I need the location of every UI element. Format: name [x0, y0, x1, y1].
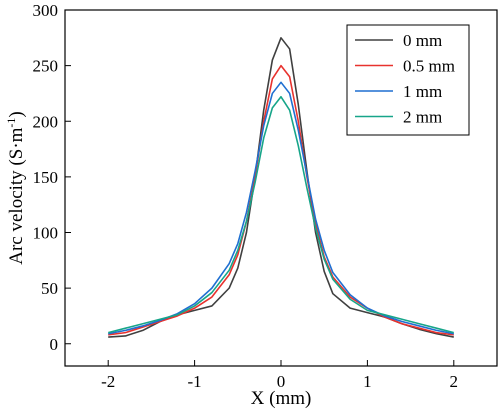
x-tick-label: 2	[450, 372, 459, 391]
legend: 0 mm 0.5 mm 1 mm 2 mm	[346, 24, 470, 136]
legend-label-1: 0.5 mm	[403, 57, 455, 76]
legend-label-2: 1 mm	[403, 82, 442, 101]
y-axis-title-main: Arc velocity (S·m	[6, 127, 27, 264]
y-tick-label: 0	[50, 335, 59, 354]
y-axis-title-close: )	[6, 111, 27, 117]
x-axis-title: X (mm)	[251, 388, 312, 409]
x-tick-label: -2	[101, 372, 115, 391]
series-line-3	[108, 95, 454, 334]
legend-label-3: 2 mm	[403, 108, 442, 127]
y-tick-label: 100	[33, 224, 59, 243]
y-tick-label: 200	[33, 112, 59, 131]
y-axis-title: Arc velocity (S·m-1)	[4, 111, 27, 265]
y-axis-title-superscript: -1	[4, 118, 18, 128]
y-tick-label: 150	[33, 168, 59, 187]
y-tick-label: 300	[33, 1, 59, 20]
y-tick-label: 250	[33, 57, 59, 76]
series-lines	[108, 37, 454, 338]
y-axis: 0 50 100 150 200 250 300	[33, 1, 71, 354]
x-axis: -2 -1 0 1 2	[101, 360, 458, 391]
x-tick-label: 0	[277, 372, 286, 391]
legend-label-0: 0 mm	[403, 31, 442, 50]
x-tick-label: 1	[363, 372, 372, 391]
y-tick-label: 50	[41, 279, 58, 298]
x-tick-label: -1	[188, 372, 202, 391]
